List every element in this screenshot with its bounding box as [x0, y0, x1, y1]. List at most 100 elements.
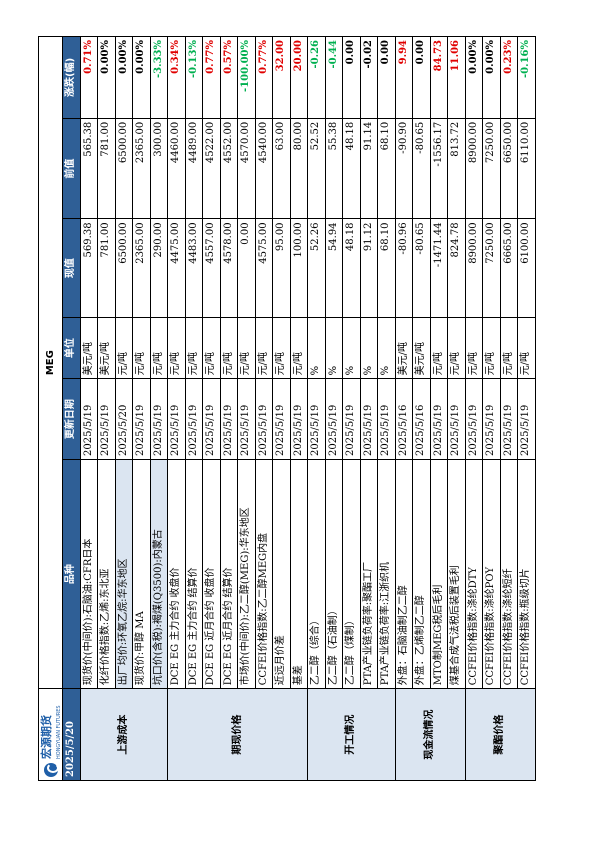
header-col-current: 现值 — [62, 218, 80, 318]
row-unit: 元/吨 — [202, 317, 220, 379]
row-name: MTO制MEG税后毛利 — [430, 459, 448, 689]
row-unit: % — [360, 317, 378, 379]
row-name: 乙二醇（煤制） — [342, 459, 360, 689]
row-name: 外盘：乙烯制乙二醇 — [412, 459, 430, 689]
row-current-value: 4575.00 — [255, 218, 273, 318]
row-date: 2025/5/19 — [80, 378, 98, 460]
row-change-value: -0.13% — [185, 36, 203, 119]
row-change-value: -0.02 — [360, 36, 378, 119]
section-label: 聚酯价格 — [465, 688, 535, 781]
row-date: 2025/5/19 — [325, 378, 343, 460]
table-row: 期现价格 DCE EG 主力合约 收盘价 2025/5/19 元/吨 4475.00 44… — [167, 36, 308, 781]
row-change-value: 0.00% — [97, 36, 115, 119]
table-row: 化纤价格指数:乙烯:东北亚 2025/5/19 美元/吨 781.00 781.00 0.… — [97, 36, 115, 781]
table-row: 开工情况 乙二醇（综合） 2025/5/19% 52.26 52.52 -0.26 — [307, 36, 395, 781]
row-current-value: 6100.00 — [517, 218, 535, 318]
section-label: 上游成本 — [80, 688, 168, 781]
row-change-value: 0.00% — [115, 36, 133, 119]
row-name: DCE EG 主力合约 结算价 — [185, 459, 203, 689]
section-label: 开工情况 — [307, 688, 395, 781]
row-unit: 元/吨 — [272, 317, 290, 379]
row-previous-value: -90.90 — [395, 118, 413, 219]
row-change-value: -3.33% — [150, 36, 168, 119]
section-label: 现金流情况 — [395, 688, 465, 781]
row-unit: 元/吨 — [447, 317, 465, 379]
row-name: 市场价(中间价):乙二醇(MEG):华东地区 — [237, 459, 255, 689]
row-name: 乙二醇（综合） — [307, 459, 325, 689]
row-change-value: 0.23% — [500, 36, 518, 119]
row-unit: 元/吨 — [115, 317, 133, 379]
row-name: 近远月价差 — [272, 459, 290, 689]
row-unit: 元/吨 — [150, 317, 168, 379]
row-previous-value: 2365.00 — [132, 118, 150, 219]
title-row: 宏源期货 HONGYUAN FUTURES MEG — [38, 36, 63, 781]
row-current-value: 52.26 — [307, 218, 325, 318]
row-date: 2025/5/16 — [395, 378, 413, 460]
row-previous-value: 68.10 — [377, 118, 395, 219]
row-change-value: 9.94 — [395, 36, 413, 119]
row-previous-value: -80.65 — [412, 118, 430, 219]
row-change-value: 20.00 — [290, 36, 308, 119]
row-unit: % — [325, 317, 343, 379]
row-date: 2025/5/19 — [237, 378, 255, 460]
row-previous-value: 55.38 — [325, 118, 343, 219]
row-date: 2025/5/19 — [290, 378, 308, 460]
row-change-value: 84.73 — [430, 36, 448, 119]
row-current-value: 2365.00 — [132, 218, 150, 318]
header-col-unit: 单位 — [62, 317, 80, 379]
table-row: CCFEI价格指数:乙二醇MEG内盘 2025/5/19 元/吨 4575.00 454… — [255, 36, 273, 781]
header-col-date: 更新日期 — [62, 378, 80, 460]
row-current-value: -1471.44 — [430, 218, 448, 318]
row-date: 2025/5/19 — [307, 378, 325, 460]
row-unit: % — [307, 317, 325, 379]
row-name: CCFEI价格指数:涤纶短纤 — [500, 459, 518, 689]
table-row: 煤基合成气法税后装置毛利 2025/5/19 元/吨 824.78 813.72 11.0… — [447, 36, 465, 781]
row-change-value: 0.00% — [132, 36, 150, 119]
row-current-value: 569.38 — [80, 218, 98, 318]
row-previous-value: -1556.17 — [430, 118, 448, 219]
row-current-value: -80.65 — [412, 218, 430, 318]
row-change-value: 0.00 — [342, 36, 360, 119]
table-row: CCFEI价格指数:涤纶POY 2025/5/19 元/吨 7250.00 7250.0… — [482, 36, 500, 781]
row-previous-value: 48.18 — [342, 118, 360, 219]
table-row: 现金流情况 外盘：石脑油制乙二醇 2025/5/16 美元/吨 -80.96 -90.90… — [395, 36, 465, 781]
row-unit: 元/吨 — [220, 317, 238, 379]
row-previous-value: 300.00 — [150, 118, 168, 219]
row-current-value: 4475.00 — [167, 218, 185, 318]
row-previous-value: 52.52 — [307, 118, 325, 219]
row-current-value: 4557.00 — [202, 218, 220, 318]
header-col-name: 品种 — [62, 459, 80, 689]
row-name: 出厂均价:环氧乙烷:华东地区 — [115, 459, 133, 689]
row-current-value: 7250.00 — [482, 218, 500, 318]
logo: 宏源期货 HONGYUAN FUTURES — [38, 688, 63, 781]
table-row: 外盘：乙烯制乙二醇 2025/5/16 美元/吨 -80.65 -80.65 0.00 — [412, 36, 430, 781]
row-unit: 美元/吨 — [97, 317, 115, 379]
row-change-value: 0.57% — [220, 36, 238, 119]
row-current-value: 95.00 — [272, 218, 290, 318]
row-change-value: 0.77% — [202, 36, 220, 119]
row-previous-value: 6500.00 — [115, 118, 133, 219]
row-unit: 元/吨 — [517, 317, 535, 379]
row-unit: 元/吨 — [167, 317, 185, 379]
row-date: 2025/5/19 — [185, 378, 203, 460]
row-date: 2025/5/19 — [342, 378, 360, 460]
row-date: 2025/5/19 — [272, 378, 290, 460]
row-current-value: 290.00 — [150, 218, 168, 318]
row-date: 2025/5/19 — [500, 378, 518, 460]
row-current-value: 6665.00 — [500, 218, 518, 318]
row-change-value: 11.06 — [447, 36, 465, 119]
row-previous-value: 6110.00 — [517, 118, 535, 219]
row-name: CCFEI价格指数:涤纶POY — [482, 459, 500, 689]
table-row: CCFEI价格指数:瓶级切片 2025/5/19 元/吨 6100.00 6110.00… — [517, 36, 535, 781]
row-unit: 元/吨 — [430, 317, 448, 379]
row-current-value: 0.00 — [237, 218, 255, 318]
row-name: 煤基合成气法税后装置毛利 — [447, 459, 465, 689]
row-name: DCE EG 近月合约 结算价 — [220, 459, 238, 689]
row-current-value: 4483.00 — [185, 218, 203, 318]
row-name: 外盘：石脑油制乙二醇 — [395, 459, 413, 689]
row-date: 2025/5/19 — [132, 378, 150, 460]
row-date: 2025/5/19 — [202, 378, 220, 460]
row-current-value: 54.94 — [325, 218, 343, 318]
row-previous-value: 565.38 — [80, 118, 98, 219]
row-unit: 元/吨 — [482, 317, 500, 379]
